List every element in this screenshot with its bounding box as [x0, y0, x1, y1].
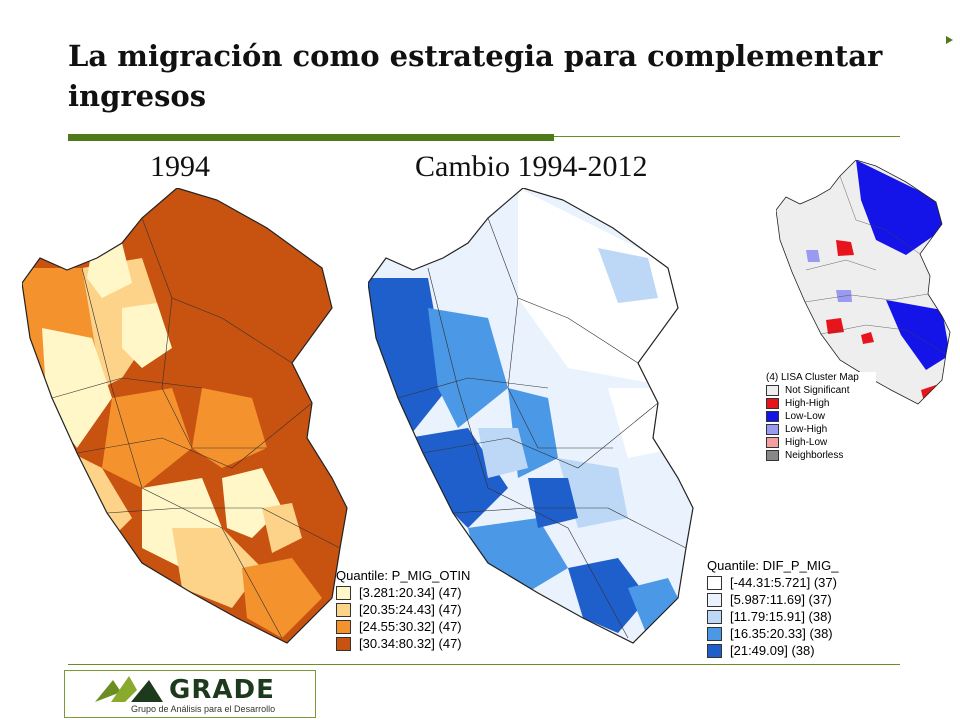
logo-name: GRADE: [169, 675, 275, 705]
legend-swatch: [336, 585, 351, 600]
legend-title: Quantile: P_MIG_OTIN: [336, 568, 471, 583]
legend-swatch: [707, 626, 722, 641]
legend-item: Low-High: [766, 423, 876, 436]
legend-1994: Quantile: P_MIG_OTIN [3.281:20.34] (47) …: [336, 568, 486, 652]
legend-label: Not Significant: [785, 385, 850, 396]
legend-item: Neighborless: [766, 449, 876, 462]
slide-bullet-icon: [946, 36, 953, 44]
legend-label: High-High: [785, 398, 830, 409]
legend-item: [5.987:11.69] (37): [707, 591, 867, 608]
legend-swatch: [707, 643, 722, 658]
title-rule-accent: [68, 134, 554, 141]
legend-swatch: [766, 424, 779, 435]
footer-rule: [68, 664, 900, 665]
legend-item: Low-Low: [766, 410, 876, 423]
legend-label: Low-High: [785, 424, 828, 435]
legend-title: (4) LISA Cluster Map: [766, 372, 859, 383]
legend-label: [21:49.09] (38): [730, 643, 815, 658]
legend-label: Neighborless: [785, 450, 844, 461]
legend-lisa: (4) LISA Cluster Map Not Significant Hig…: [766, 372, 876, 462]
legend-label: [5.987:11.69] (37): [730, 592, 832, 607]
legend-label: [24.55:30.32] (47): [359, 619, 462, 634]
grade-logo-mark-icon: [95, 676, 163, 702]
legend-label: Low-Low: [785, 411, 826, 422]
legend-item: [11.79:15.91] (38): [707, 608, 867, 625]
legend-swatch: [766, 437, 779, 448]
map-label-1994: 1994: [150, 150, 210, 183]
slide-title: La migración como estrategia para comple…: [68, 39, 883, 113]
legend-title: Quantile: DIF_P_MIG_: [707, 558, 839, 573]
legend-item: High-Low: [766, 436, 876, 449]
legend-item: [24.55:30.32] (47): [336, 618, 486, 635]
legend-swatch: [766, 398, 779, 409]
legend-item: [-44.31:5.721] (37): [707, 574, 867, 591]
legend-label: [3.281:20.34] (47): [359, 585, 462, 600]
map-label-cambio: Cambio 1994-2012: [415, 150, 648, 183]
logo-subtitle: Grupo de Análisis para el Desarrollo: [131, 704, 276, 714]
legend-label: [16.35:20.33] (38): [730, 626, 833, 641]
legend-item: [21:49.09] (38): [707, 642, 867, 659]
legend-item: [16.35:20.33] (38): [707, 625, 867, 642]
legend-cambio: Quantile: DIF_P_MIG_ [-44.31:5.721] (37)…: [707, 558, 867, 659]
legend-item: [30.34:80.32] (47): [336, 635, 486, 652]
legend-swatch: [707, 575, 722, 590]
legend-swatch: [766, 450, 779, 461]
legend-label: [11.79:15.91] (38): [730, 609, 832, 624]
legend-label: [-44.31:5.721] (37): [730, 575, 837, 590]
legend-swatch: [336, 602, 351, 617]
legend-swatch: [766, 385, 779, 396]
legend-swatch: [707, 609, 722, 624]
legend-label: [30.34:80.32] (47): [359, 636, 462, 651]
legend-item: Not Significant: [766, 384, 876, 397]
map-cambio: [368, 188, 694, 644]
legend-item: High-High: [766, 397, 876, 410]
legend-swatch: [766, 411, 779, 422]
legend-swatch: [336, 619, 351, 634]
legend-label: High-Low: [785, 437, 828, 448]
map-lisa: [776, 160, 951, 405]
legend-item: [20.35:24.43] (47): [336, 601, 486, 618]
grade-logo: GRADE Grupo de Análisis para el Desarrol…: [64, 670, 316, 718]
legend-item: [3.281:20.34] (47): [336, 584, 486, 601]
legend-swatch: [707, 592, 722, 607]
legend-label: [20.35:24.43] (47): [359, 602, 462, 617]
legend-swatch: [336, 636, 351, 651]
map-1994: [22, 188, 348, 644]
